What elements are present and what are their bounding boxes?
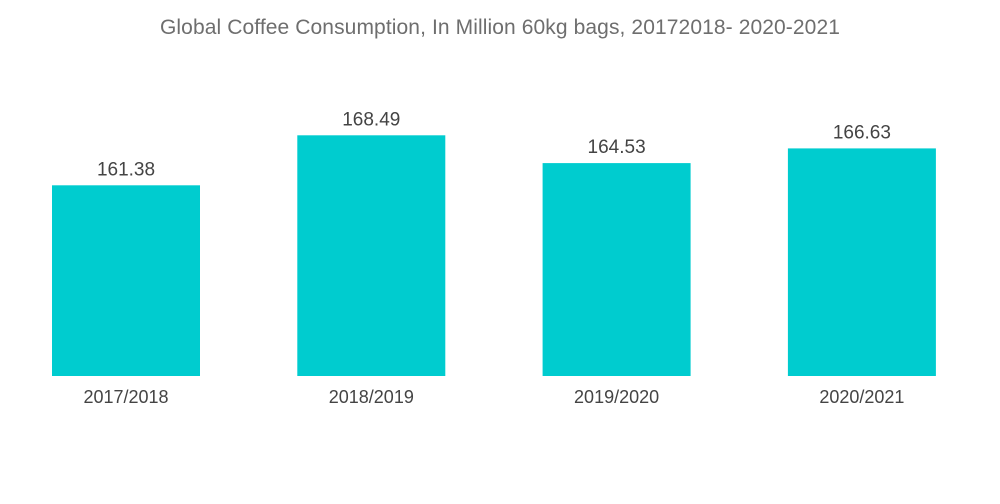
- data-label-2017-2018: 161.38: [97, 159, 155, 180]
- bar-2017-2018: [52, 185, 200, 376]
- chart-title: Global Coffee Consumption, In Million 60…: [159, 16, 841, 39]
- data-label-2019-2020: 164.53: [588, 137, 646, 158]
- bar-2019-2020: [542, 163, 691, 376]
- tick-label-2018-2019: 2018/2019: [329, 387, 414, 407]
- tick-label-2017-2018: 2017/2018: [83, 387, 168, 407]
- data-label-2020-2021: 166.63: [833, 122, 891, 143]
- tick-label-2019-2020: 2019/2020: [574, 387, 659, 407]
- tick-label-2020-2021: 2020/2021: [819, 387, 904, 407]
- data-label-2018-2019: 168.49: [342, 109, 400, 130]
- bar-2020-2021: [787, 148, 936, 376]
- bar-2018-2019: [297, 135, 446, 376]
